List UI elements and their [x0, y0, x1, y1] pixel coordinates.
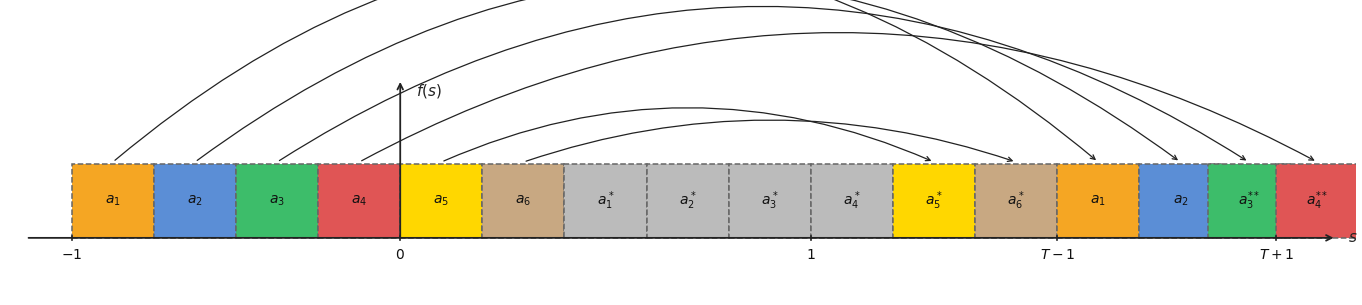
Text: $a_4$: $a_4$	[351, 193, 368, 208]
Text: $a_5$: $a_5$	[433, 193, 449, 208]
Text: $a_3^*$: $a_3^*$	[761, 189, 779, 212]
Text: $a_1$: $a_1$	[1091, 193, 1106, 208]
Text: $T-1$: $T-1$	[1039, 248, 1075, 262]
Text: $a_6$: $a_6$	[515, 193, 531, 208]
Text: $f(s)$: $f(s)$	[415, 82, 441, 100]
Bar	[72, 163, 154, 238]
Bar	[319, 163, 400, 238]
Text: $a_6^*$: $a_6^*$	[1008, 189, 1026, 212]
Bar	[564, 163, 647, 238]
Bar	[975, 163, 1057, 238]
Text: $a_4^{**}$: $a_4^{**}$	[1306, 189, 1328, 212]
Text: $T+1$: $T+1$	[1258, 248, 1294, 262]
Bar	[647, 163, 729, 238]
Bar	[154, 163, 236, 238]
Bar	[810, 163, 893, 238]
Text: $a_2^*$: $a_2^*$	[678, 189, 696, 212]
Text: $a_5^*$: $a_5^*$	[925, 189, 943, 212]
Bar	[482, 163, 564, 238]
Text: $a_1$: $a_1$	[105, 193, 121, 208]
Bar	[236, 163, 319, 238]
Text: $a_1^*$: $a_1^*$	[597, 189, 614, 212]
Bar	[1208, 163, 1290, 238]
Bar	[400, 163, 482, 238]
Bar	[1057, 163, 1140, 238]
Bar	[729, 163, 810, 238]
Bar	[893, 163, 975, 238]
Text: $s$: $s$	[1348, 230, 1358, 245]
Text: $a_3$: $a_3$	[270, 193, 285, 208]
Text: $a_2$: $a_2$	[1173, 193, 1188, 208]
Text: $a_3^{**}$: $a_3^{**}$	[1238, 189, 1260, 212]
Bar	[1276, 163, 1358, 238]
Bar	[1140, 163, 1222, 238]
Text: $a_4^*$: $a_4^*$	[843, 189, 861, 212]
Text: $1$: $1$	[806, 248, 816, 262]
Text: $a_2$: $a_2$	[187, 193, 203, 208]
Text: $0$: $0$	[395, 248, 405, 262]
Text: $-1$: $-1$	[61, 248, 82, 262]
